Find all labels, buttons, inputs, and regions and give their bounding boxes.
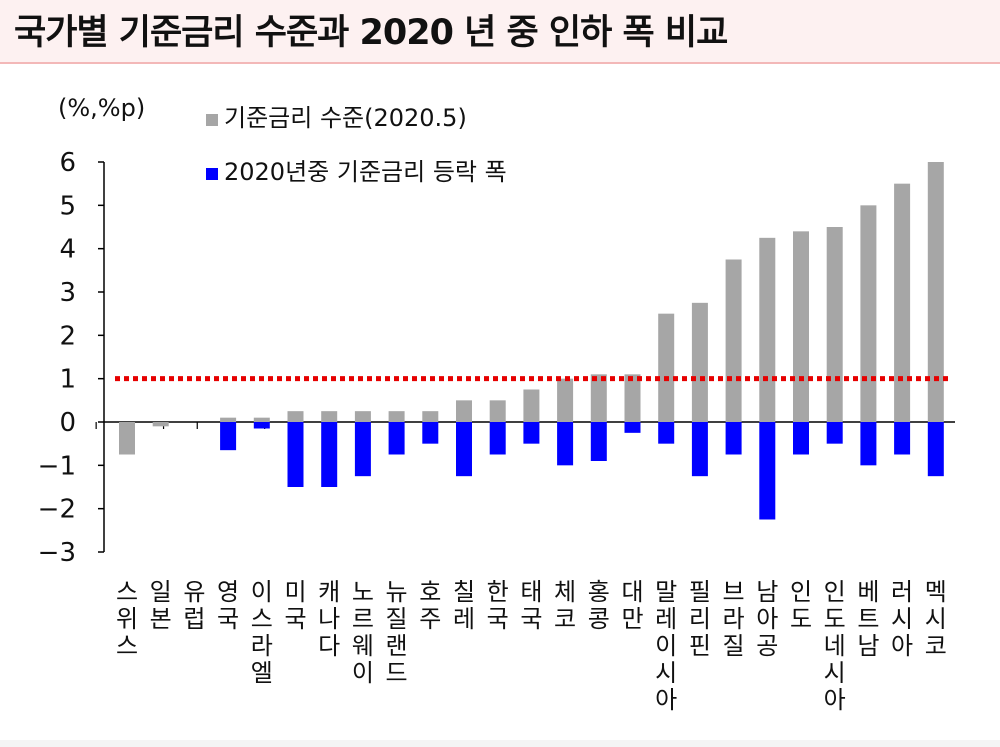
bar-level-25 xyxy=(927,162,944,422)
bar-change-21 xyxy=(793,422,809,455)
bar-level-15 xyxy=(590,374,607,422)
bar-level-13 xyxy=(523,389,540,422)
bar-level-5 xyxy=(253,417,270,422)
bottom-bar xyxy=(0,740,1000,747)
y-tick-label: 5 xyxy=(59,191,76,221)
bar-change-7 xyxy=(321,422,338,487)
y-tick-label: −2 xyxy=(38,495,76,525)
bar-level-24 xyxy=(894,183,911,422)
bar-level-9 xyxy=(388,411,405,422)
y-tick-label: 6 xyxy=(59,148,76,178)
bar-chart: 6 5 4 3 2 1 0 −1 −2 −3 스 위 스 일 본유 럽영 국 이 스 라 엘 미 국 캐 나 다 노 르 웨 이 뉴 질 랜 드… xyxy=(38,94,955,714)
bar-change-23 xyxy=(860,422,877,466)
bar-level-10 xyxy=(422,411,439,422)
bar-change-12 xyxy=(489,422,506,455)
bar-change-11 xyxy=(456,422,472,477)
bar-change-4 xyxy=(220,422,237,451)
bar-level-7 xyxy=(321,411,338,422)
y-tick-label: 4 xyxy=(59,235,76,265)
bar-change-10 xyxy=(422,422,439,444)
bar-change-15 xyxy=(590,422,607,461)
bar-level-18 xyxy=(691,302,708,422)
axes: 6 5 4 3 2 1 0 −1 −2 −3 xyxy=(38,148,955,568)
bar-change-14 xyxy=(557,422,574,466)
bar-level-16 xyxy=(624,374,641,422)
bar-level-8 xyxy=(354,411,371,422)
bar-change-8 xyxy=(354,422,371,477)
chart-title: 국가별 기준금리 수준과 2020 년 중 인하 폭 비교 xyxy=(14,13,728,53)
bar-level-23 xyxy=(860,205,877,422)
y-tick-label: 3 xyxy=(59,278,76,308)
legend-label-change: 2020년중 기준금리 등락 폭 xyxy=(224,158,507,186)
bar-level-14 xyxy=(557,378,574,422)
bar-level-17 xyxy=(658,313,675,422)
y-tick-label: 1 xyxy=(59,365,76,395)
bar-change-19 xyxy=(725,422,742,455)
y-tick-label: −3 xyxy=(38,538,76,568)
title-bar: 국가별 기준금리 수준과 2020 년 중 인하 폭 비교 xyxy=(0,0,1000,64)
y-tick-label: 2 xyxy=(59,321,76,351)
bar-change-18 xyxy=(691,422,708,477)
bar-level-6 xyxy=(287,411,304,422)
legend-swatch-change xyxy=(206,168,218,180)
bar-change-24 xyxy=(894,422,911,455)
y-tick-label: −1 xyxy=(38,451,76,481)
legend: 기준금리 수준(2020.5) 2020년중 기준금리 등락 폭 xyxy=(206,104,507,186)
legend-swatch-level xyxy=(206,114,218,126)
bar-change-13 xyxy=(523,422,540,444)
bar-level-1 xyxy=(119,422,135,455)
legend-label-level: 기준금리 수준(2020.5) xyxy=(224,104,467,132)
bar-change-17 xyxy=(658,422,675,444)
bar-change-16 xyxy=(624,422,641,433)
y-tick-label: 0 xyxy=(59,408,76,438)
bar-level-2 xyxy=(152,422,169,427)
bar-change-20 xyxy=(759,422,776,520)
bar-level-22 xyxy=(826,227,843,422)
bar-change-25 xyxy=(927,422,944,477)
bar-level-12 xyxy=(489,400,506,422)
bar-change-22 xyxy=(826,422,843,444)
bar-level-19 xyxy=(725,259,742,422)
bar-change-9 xyxy=(388,422,405,455)
x-tick-labels: 스 위 스 일 본유 럽영 국 이 스 라 엘 미 국 캐 나 다 노 르 웨 이 뉴 질 랜 드 호 주칠 레한 국태 국체 코홍 콩대 만… xyxy=(116,578,947,714)
bar-level-4 xyxy=(220,417,237,422)
bar-level-21 xyxy=(793,231,809,422)
bar-level-11 xyxy=(456,400,472,422)
bar-change-5 xyxy=(253,422,270,429)
bar-level-20 xyxy=(759,237,776,422)
bar-change-6 xyxy=(287,422,304,487)
bars xyxy=(115,162,950,520)
unit-label: (%,%p) xyxy=(58,94,145,122)
